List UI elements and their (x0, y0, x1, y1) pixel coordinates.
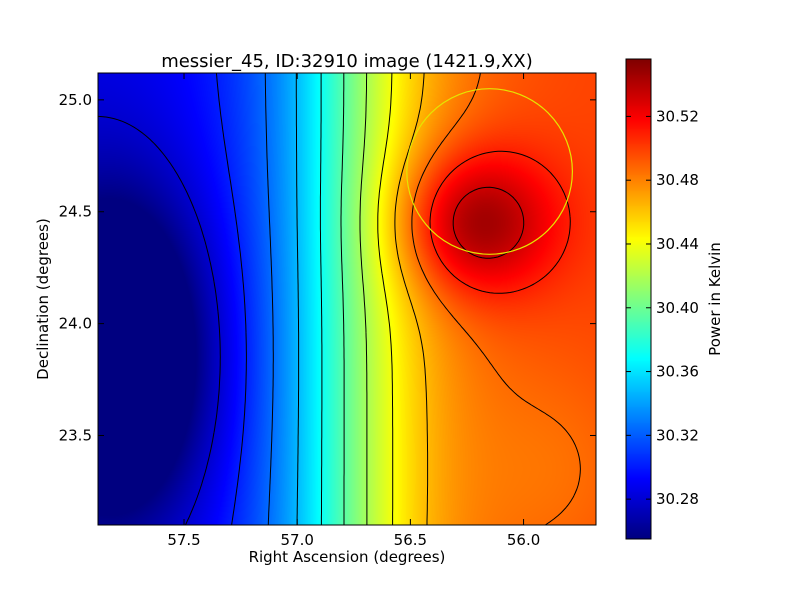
x-axis-label: Right Ascension (degrees) (249, 548, 446, 566)
heatmap-image (98, 73, 596, 525)
x-tick-label: 56.0 (507, 531, 540, 549)
colorbar-tick-label: 30.44 (656, 235, 699, 253)
chart-title: messier_45, ID:32910 image (1421.9,XX) (161, 51, 533, 72)
y-tick-label: 24.5 (59, 203, 92, 221)
y-tick-label: 24.0 (59, 315, 92, 333)
contour-line (319, 73, 323, 525)
contour-line (394, 72, 429, 525)
colorbar-tick-label: 30.52 (656, 107, 699, 125)
colorbar-frame (625, 58, 652, 540)
colorbar-tick-label: 30.28 (656, 490, 699, 508)
colorbar-ticks: 30.28 30.32 30.36 30.40 30.44 30.48 30.52 (626, 107, 699, 508)
colorbar-label: Power in Kelvin (706, 242, 724, 356)
contour-line (377, 72, 394, 525)
plot-area (97, 72, 597, 526)
contour-line (340, 73, 345, 525)
colorbar: 30.28 30.32 30.36 30.40 30.44 30.48 30.52 Powe… (625, 58, 724, 540)
x-axis: 57.5 57.0 56.5 56.0 (167, 73, 540, 549)
beam-circle (406, 88, 573, 255)
y-tick-label: 23.5 (59, 426, 92, 444)
contour-line (429, 150, 571, 294)
contour-line (264, 73, 274, 526)
y-axis-label: Declination (degrees) (34, 218, 52, 380)
colorbar-tick-label: 30.32 (656, 426, 699, 444)
contour-line (215, 72, 247, 526)
plot-frame (97, 72, 597, 526)
contour-line (295, 73, 300, 525)
y-axis: 23.5 24.0 24.5 25.0 (59, 91, 596, 444)
colorbar-tick-label: 30.36 (656, 363, 699, 381)
colorbar-tick-label: 30.40 (656, 299, 699, 317)
x-tick-label: 56.5 (394, 531, 427, 549)
y-tick-label: 25.0 (59, 91, 92, 109)
contour-lines (97, 72, 581, 526)
colorbar-tick-label: 30.48 (656, 171, 699, 189)
contour-line (411, 72, 581, 526)
x-tick-label: 57.5 (167, 531, 200, 549)
x-tick-label: 57.0 (280, 531, 313, 549)
colorbar-gradient (626, 59, 651, 539)
contour-line (97, 115, 221, 526)
contour-line (359, 73, 368, 525)
